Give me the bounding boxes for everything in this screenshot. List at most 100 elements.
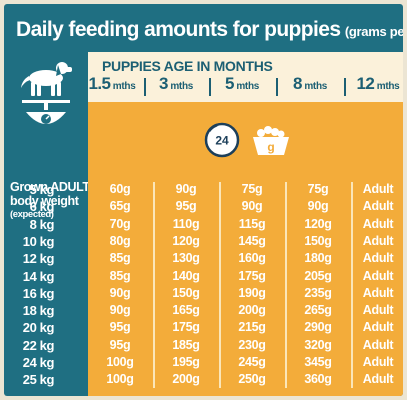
feeding-amount-cell: 80g [109, 233, 131, 248]
age-column-1: 3 mths [146, 74, 206, 98]
weight-label: 24 kg [22, 355, 55, 370]
feeding-amount-cell: Adult [362, 372, 394, 387]
weight-label: 25 kg [22, 372, 55, 388]
feeding-amount-cell: 230g [238, 337, 266, 352]
feeding-amount-cell: 150g [172, 285, 200, 300]
feeding-amount-cell: 90g [307, 199, 329, 214]
feeding-amount-cell: 290g [304, 320, 332, 335]
chart-title-sub: (grams per day): [344, 24, 403, 39]
weight-label: 20 kg [22, 320, 55, 336]
feeding-amount-cell: 95g [175, 199, 197, 214]
feeding-amount-cell: 70g [109, 216, 131, 231]
weight-column: Grown ADULT body weight (expected) 5 kg 6… [4, 52, 90, 396]
age-divider [209, 78, 211, 96]
age-header: PUPPIES AGE IN MONTHS 1.5 mths 3 mths 5 mt… [88, 52, 403, 102]
feeding-amount-cell: 95g [109, 320, 131, 335]
feeding-amount-cell: 180g [304, 251, 332, 266]
age-column-2: 5 mths [212, 74, 272, 98]
feeding-amount-cell: 90g [109, 285, 131, 300]
column-divider [285, 182, 287, 388]
weight-header-line3: (expected) [10, 209, 54, 220]
age-number: 1.5 [88, 74, 111, 93]
feeding-amount-cell: 120g [304, 216, 332, 231]
weight-label: 22 kg [22, 337, 55, 353]
age-columns: 1.5 mths 3 mths 5 mths 8 mths 12 mths [88, 74, 403, 98]
feeding-amount-cell: 160g [238, 251, 266, 266]
age-column-3: 8 mths [280, 74, 340, 98]
feeding-amount-cell: 320g [304, 337, 332, 352]
feeding-grid: 60g 90g 75g 75g Adult 65g 95g 90g 90g Adult 70g 110… [88, 176, 403, 396]
feeding-amount-cell: Adult [362, 268, 394, 283]
feeding-amount-cell: 75g [307, 182, 329, 196]
feeding-amount-cell: 60g [109, 182, 131, 196]
feeding-amount-cell: 245g [238, 355, 266, 369]
feeding-amount-cell: 200g [238, 303, 266, 318]
feeding-amount-cell: 140g [172, 268, 200, 283]
feeding-amount-cell: 90g [109, 303, 131, 318]
feeding-amount-cell: 235g [304, 285, 332, 300]
feeding-amount-cell: 265g [304, 303, 332, 318]
feeding-amount-cell: 75g [241, 182, 263, 196]
weight-label: 12 kg [22, 251, 55, 267]
feeding-amount-cell: 175g [172, 320, 200, 335]
column-divider [351, 182, 353, 388]
weight-label: 16 kg [22, 285, 55, 301]
age-unit: mths [167, 81, 194, 92]
feeding-amount-cell: 360g [304, 372, 332, 387]
feeding-amount-cell: 150g [304, 233, 332, 248]
feeding-chart: Daily feeding amounts for puppies (grams… [4, 4, 403, 396]
feeding-amount-cell: 145g [238, 233, 266, 248]
weight-label: 8 kg [29, 216, 55, 232]
feeding-amount-cell: 120g [172, 233, 200, 248]
age-number: 8 [292, 74, 302, 93]
chart-title-main: Daily feeding amounts for puppies [16, 18, 341, 41]
weight-header-line1: Grown ADULT [10, 180, 90, 194]
dog-on-scale-icon [21, 62, 72, 124]
feeding-amount-cell: 65g [109, 199, 131, 214]
weight-label: 6 kg [29, 199, 55, 215]
age-unit: mths [233, 81, 260, 92]
feeding-amount-cell: 195g [172, 355, 200, 369]
age-number: 5 [224, 74, 234, 93]
dog-icon [21, 62, 72, 96]
age-divider [144, 78, 146, 96]
column-divider [153, 182, 155, 388]
feeding-amount-cell: Adult [362, 355, 394, 369]
feeding-amount-cell: 115g [238, 216, 266, 231]
scale-icon [22, 100, 70, 124]
weight-label: 10 kg [22, 233, 55, 249]
column-divider [219, 182, 221, 388]
feeding-amount-cell: Adult [362, 216, 394, 231]
weight-label: 5 kg [29, 182, 55, 197]
age-column-0: 1.5 mths [82, 74, 142, 98]
clock-label: 24 [215, 134, 229, 148]
feeding-amount-cell: 165g [172, 303, 200, 318]
age-number: 3 [158, 74, 168, 93]
feeding-amount-cell: 85g [109, 268, 131, 283]
age-column-4: 12 mths [348, 74, 403, 98]
age-unit: mths [110, 81, 136, 92]
feeding-amount-cell: 190g [238, 285, 266, 300]
feeding-amount-cell: Adult [362, 182, 394, 196]
feeding-amount-cell: 95g [109, 337, 131, 352]
feeding-amount-cell: Adult [362, 233, 394, 248]
weight-label: 14 kg [22, 268, 55, 284]
food-bowl-icon: g [253, 126, 289, 155]
feeding-amount-cell: 90g [241, 199, 263, 214]
weight-label: 18 kg [22, 303, 55, 319]
weight-header-line2: body weight [10, 194, 79, 208]
feeding-amount-cell: 130g [172, 251, 200, 266]
feeding-amount-cell: Adult [362, 199, 394, 214]
age-divider [344, 78, 346, 96]
age-divider [276, 78, 278, 96]
feeding-amount-cell: 90g [175, 182, 197, 196]
feeding-amount-cell: Adult [362, 251, 394, 266]
feeding-amount-cell: 100g [106, 355, 134, 369]
feeding-amount-cell: 110g [172, 216, 200, 231]
feeding-table: PUPPIES AGE IN MONTHS 1.5 mths 3 mths 5 mt… [88, 52, 403, 396]
feeding-amount-cell: Adult [362, 285, 394, 300]
feeding-amount-cell: 215g [238, 320, 266, 335]
clock-icon: 24 [204, 122, 240, 158]
feeding-amount-cell: Adult [362, 320, 394, 335]
age-number: 12 [356, 74, 375, 93]
